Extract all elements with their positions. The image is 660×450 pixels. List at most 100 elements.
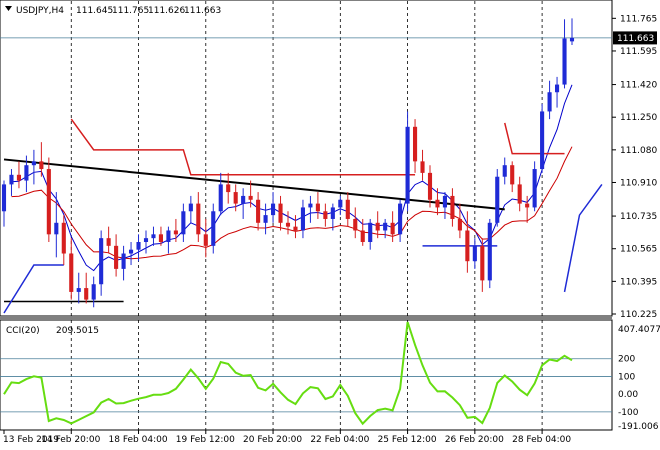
candle-body [106, 238, 111, 246]
candle-body [293, 226, 298, 231]
symbol-label: USDJPY,H4 [16, 6, 64, 16]
candle-body [128, 249, 134, 254]
overlay-layer [3, 84, 603, 314]
candle-body [360, 230, 365, 242]
time-tick-label: 26 Feb 20:00 [445, 435, 504, 445]
candle-body [525, 203, 530, 208]
candle-body [158, 234, 164, 242]
price-tick-label: 110.395 [620, 277, 657, 287]
candle-body [353, 218, 358, 231]
candle-body [121, 253, 126, 269]
candle-body [420, 161, 425, 173]
moving-average-blue-line [11, 84, 573, 272]
candle-body [323, 211, 328, 219]
candle-body [24, 165, 29, 181]
candle-body [502, 165, 507, 177]
time-tick-label: 28 Feb 04:00 [512, 435, 571, 445]
close-value: 111.663 [184, 6, 221, 16]
cci-tick-label: -191.006 [618, 422, 659, 432]
candle-body [442, 195, 448, 208]
candle-body [69, 253, 74, 292]
candle-body [487, 222, 492, 281]
candle-body [450, 195, 455, 219]
low-value: 111.626 [148, 6, 185, 16]
candle-body [76, 288, 81, 292]
candle-body [398, 203, 403, 235]
candle-body [136, 242, 141, 250]
candle-body [114, 245, 119, 269]
candle-body [16, 174, 22, 181]
candle-body [241, 195, 246, 204]
time-tick-label: 18 Feb 04:00 [109, 435, 168, 445]
candle-body [143, 238, 149, 242]
candle-body [427, 172, 433, 200]
candle-body [278, 203, 283, 223]
support-step-line [3, 264, 64, 314]
candle-body [39, 161, 44, 170]
current-price-text: 111.663 [617, 34, 654, 44]
candle-body [84, 288, 89, 300]
candle-body [203, 234, 208, 246]
candle-body [211, 211, 216, 246]
candle-body [480, 245, 485, 281]
candle-body [166, 230, 171, 242]
price-tick-label: 111.250 [620, 113, 657, 123]
candle-body [188, 203, 193, 212]
price-axis: 111.765 111.595 111.420 111.250 111.080 110.9… [612, 14, 657, 320]
candle-body [173, 230, 178, 235]
candle-body [308, 203, 313, 208]
candle-body [9, 174, 14, 185]
candle-body [256, 199, 261, 223]
candle-body [300, 207, 306, 231]
candle-body [218, 184, 223, 212]
candle-body [226, 184, 231, 193]
candle-body [263, 215, 268, 223]
support-step-line-3 [563, 183, 603, 293]
moving-average-red-line [11, 146, 573, 260]
candle-body [532, 169, 537, 208]
current-price-tag: 111.663 [613, 31, 657, 45]
open-value: 111.645 [76, 6, 113, 16]
candle-body [510, 165, 515, 185]
resistance-step-line-2 [504, 122, 565, 155]
time-tick-label: 19 Feb 12:00 [176, 435, 235, 445]
candle-body [46, 169, 51, 235]
candle-body [151, 234, 156, 239]
candle-body [540, 111, 545, 170]
candle-body [338, 199, 343, 208]
resistance-step-line [70, 118, 416, 176]
chart-header: USDJPY,H4 111.645 111.765 111.626 111.66… [5, 6, 221, 16]
candle-body [368, 222, 373, 242]
price-tick-label: 111.595 [620, 47, 657, 57]
candle-body [270, 203, 276, 216]
candle-layer [1, 18, 575, 308]
candle-body [435, 199, 440, 208]
cci-tick-label: -100 [618, 408, 639, 418]
cci-tick-label: 407.4077 [618, 325, 660, 335]
cci-tick-label: 0.00 [618, 390, 638, 400]
candle-body [569, 37, 575, 42]
trend-line [3, 158, 505, 211]
dropdown-triangle-icon[interactable] [5, 6, 12, 11]
candle-body [375, 222, 380, 231]
candle-body [330, 207, 335, 219]
candle-body [412, 126, 418, 162]
candle-body [91, 284, 96, 300]
candle-body [248, 195, 253, 200]
candle-body [383, 222, 388, 231]
candle-body [61, 222, 66, 254]
time-tick-label: 14 Feb 20:00 [41, 435, 100, 445]
candle-body [465, 230, 470, 262]
time-tick-label: 25 Feb 12:00 [378, 435, 437, 445]
candle-body [517, 184, 522, 204]
cci-value: 209.5015 [56, 326, 99, 336]
cci-tick-label: 200 [618, 355, 635, 365]
price-tick-label: 110.565 [620, 245, 657, 255]
cci-label: CCI(20) [6, 326, 40, 336]
cci-layer: 407.4077 200 100 0.00 -100 -191.006 [0, 321, 660, 432]
price-tick-label: 110.225 [620, 310, 657, 320]
candle-body [472, 245, 477, 262]
candle-body [315, 203, 320, 212]
